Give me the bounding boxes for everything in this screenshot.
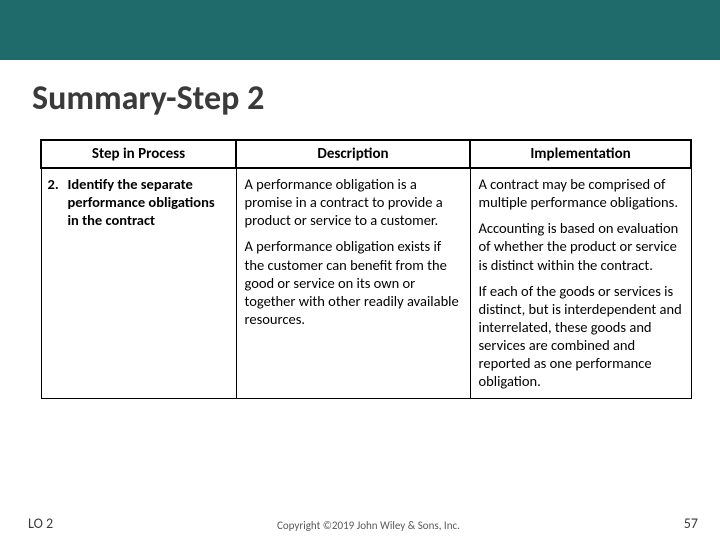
summary-table: Step in Process Description Implementati… — [40, 139, 692, 399]
description-para: A performance obligation is a promise in… — [245, 175, 462, 229]
col-header-implementation: Implementation — [470, 140, 691, 168]
implementation-para: If each of the goods or services is dist… — [479, 282, 683, 391]
slide-title: Summary-Step 2 — [0, 60, 720, 119]
learning-objective: LO 2 — [28, 515, 53, 532]
description-para: A performance obligation exists if the c… — [245, 237, 462, 328]
header-band — [0, 0, 720, 60]
slide: Summary-Step 2 Step in Process Descripti… — [0, 0, 720, 540]
step-text: Identify the separate performance obliga… — [68, 175, 228, 229]
footer: LO 2 Copyright ©2019 John Wiley & Sons, … — [0, 515, 720, 532]
table-header-row: Step in Process Description Implementati… — [41, 140, 691, 168]
col-header-step: Step in Process — [41, 140, 236, 168]
page-number: 57 — [684, 515, 698, 532]
copyright-text: Copyright ©2019 John Wiley & Sons, Inc. — [53, 519, 684, 532]
cell-step: 2. Identify the separate performance obl… — [41, 168, 236, 399]
implementation-para: Accounting is based on evaluation of whe… — [479, 219, 683, 273]
implementation-para: A contract may be comprised of multiple … — [479, 175, 683, 211]
table-row: 2. Identify the separate performance obl… — [41, 168, 691, 399]
cell-description: A performance obligation is a promise in… — [236, 168, 470, 399]
col-header-description: Description — [236, 140, 470, 168]
cell-implementation: A contract may be comprised of multiple … — [470, 168, 691, 399]
step-number: 2. — [48, 175, 68, 229]
summary-table-wrap: Step in Process Description Implementati… — [0, 119, 720, 399]
